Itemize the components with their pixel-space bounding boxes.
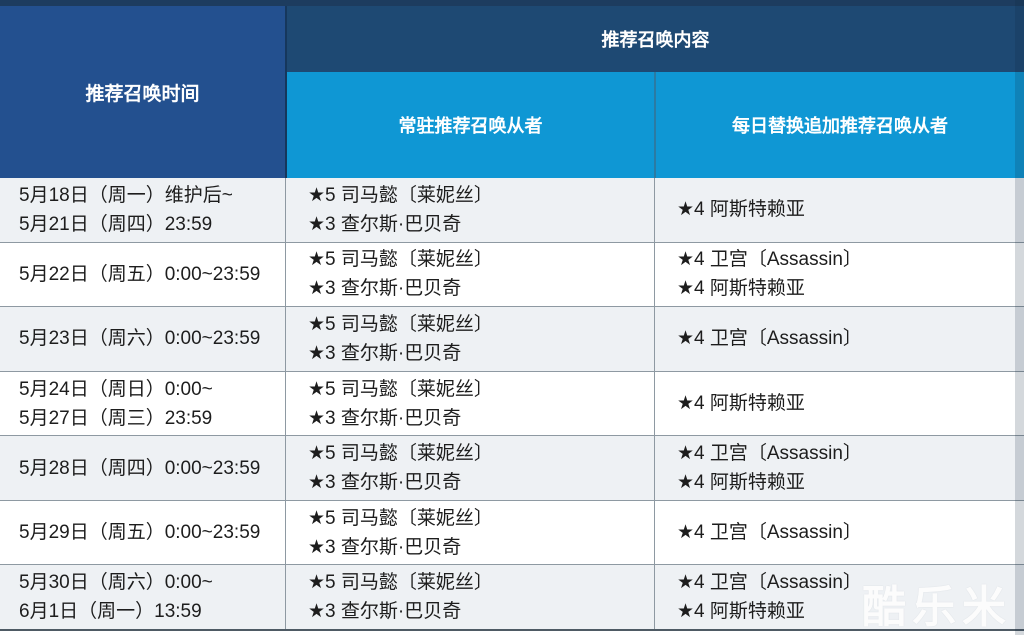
daily-servants-cell: ★4 阿斯特赖亚 xyxy=(654,178,1024,242)
cell-text-line: ★5 司马懿〔莱妮丝〕 xyxy=(308,507,493,529)
cell-text-line: 5月24日（周日）0:00~ xyxy=(19,378,213,400)
time-cell: 5月29日（周五）0:00~23:59 xyxy=(0,501,285,565)
table-row: 5月18日（周一）维护后~ 5月21日（周四）23:59 ★5 司马懿〔莱妮丝〕 ★… xyxy=(0,178,1024,243)
time-cell: 5月23日（周六）0:00~23:59 xyxy=(0,307,285,371)
table-row: 5月29日（周五）0:00~23:59 ★5 司马懿〔莱妮丝〕 ★3 查尔斯·巴贝… xyxy=(0,500,1024,566)
table-body: 5月18日（周一）维护后~ 5月21日（周四）23:59 ★5 司马懿〔莱妮丝〕 ★… xyxy=(0,178,1024,632)
header-content-group: 推荐召唤内容 常驻推荐召唤从者 每日替换追加推荐召唤从者 xyxy=(285,6,1024,178)
header-daily-label: 每日替换追加推荐召唤从者 xyxy=(732,116,948,136)
cell-text-line: ★5 司马懿〔莱妮丝〕 xyxy=(308,313,493,335)
permanent-servants-cell: ★5 司马懿〔莱妮丝〕 ★3 查尔斯·巴贝奇 xyxy=(285,500,654,565)
cell-text-line: 5月18日（周一）维护后~ xyxy=(19,184,233,206)
table-header: 推荐召唤时间 推荐召唤内容 常驻推荐召唤从者 每日替换追加推荐召唤从者 xyxy=(0,6,1024,178)
cell-text-line: ★5 司马懿〔莱妮丝〕 xyxy=(308,249,493,271)
daily-servants-cell: ★4 卫宫〔Assassin〕 xyxy=(654,307,1024,371)
cell-text-line: 5月28日（周四）0:00~23:59 xyxy=(19,457,261,479)
cell-text-line: ★5 司马懿〔莱妮丝〕 xyxy=(308,572,493,594)
header-time-column: 推荐召唤时间 xyxy=(0,6,285,178)
table-row: 5月23日（周六）0:00~23:59 ★5 司马懿〔莱妮丝〕 ★3 查尔斯·巴贝… xyxy=(0,307,1024,372)
cell-text-line: ★3 查尔斯·巴贝奇 xyxy=(308,342,462,364)
daily-servants-cell: ★4 阿斯特赖亚 xyxy=(654,371,1024,436)
header-sub-row: 常驻推荐召唤从者 每日替换追加推荐召唤从者 xyxy=(287,72,1024,178)
cell-text-line: 5月29日（周五）0:00~23:59 xyxy=(19,522,261,544)
header-content-label: 推荐召唤内容 xyxy=(601,30,710,50)
permanent-servants-cell: ★5 司马懿〔莱妮丝〕 ★3 查尔斯·巴贝奇 xyxy=(285,178,654,242)
cell-text-line: 5月22日（周五）0:00~23:59 xyxy=(19,263,261,285)
daily-servants-cell: ★4 卫宫〔Assassin〕 ★4 阿斯特赖亚 xyxy=(654,436,1024,500)
cell-text-line: ★5 司马懿〔莱妮丝〕 xyxy=(308,184,493,206)
time-cell: 5月22日（周五）0:00~23:59 xyxy=(0,243,285,307)
cell-text-line: ★4 卫宫〔Assassin〕 xyxy=(677,522,862,544)
cell-text-line: 5月21日（周四）23:59 xyxy=(19,213,213,235)
cell-text-line: ★3 查尔斯·巴贝奇 xyxy=(308,536,462,558)
cell-text-line: ★4 阿斯特赖亚 xyxy=(677,199,805,221)
header-permanent-column: 常驻推荐召唤从者 xyxy=(287,72,654,178)
header-time-label: 推荐召唤时间 xyxy=(85,83,200,105)
cell-text-line: ★5 司马懿〔莱妮丝〕 xyxy=(308,443,493,465)
time-cell: 5月18日（周一）维护后~ 5月21日（周四）23:59 xyxy=(0,178,285,242)
header-content-band: 推荐召唤内容 xyxy=(287,6,1024,72)
cell-text-line: ★3 查尔斯·巴贝奇 xyxy=(308,601,462,623)
permanent-servants-cell: ★5 司马懿〔莱妮丝〕 ★3 查尔斯·巴贝奇 xyxy=(285,242,654,307)
permanent-servants-cell: ★5 司马懿〔莱妮丝〕 ★3 查尔斯·巴贝奇 xyxy=(285,371,654,436)
top-border-strip xyxy=(0,0,1024,6)
time-cell: 5月28日（周四）0:00~23:59 xyxy=(0,436,285,500)
cell-text-line: ★4 阿斯特赖亚 xyxy=(677,601,805,623)
cell-text-line: 5月30日（周六）0:00~ xyxy=(19,572,213,594)
permanent-servants-cell: ★5 司马懿〔莱妮丝〕 ★3 查尔斯·巴贝奇 xyxy=(285,436,654,500)
time-cell: 5月24日（周日）0:00~ 5月27日（周三）23:59 xyxy=(0,372,285,436)
cell-text-line: ★4 阿斯特赖亚 xyxy=(677,393,805,415)
permanent-servants-cell: ★5 司马懿〔莱妮丝〕 ★3 查尔斯·巴贝奇 xyxy=(285,307,654,371)
cell-text-line: 5月27日（周三）23:59 xyxy=(19,407,213,429)
cell-text-line: ★4 卫宫〔Assassin〕 xyxy=(677,249,862,271)
cell-text-line: ★5 司马懿〔莱妮丝〕 xyxy=(308,378,493,400)
daily-servants-cell: ★4 卫宫〔Assassin〕 xyxy=(654,500,1024,565)
cell-text-line: ★3 查尔斯·巴贝奇 xyxy=(308,213,462,235)
cell-text-line: ★3 查尔斯·巴贝奇 xyxy=(308,472,462,494)
table-row: 5月22日（周五）0:00~23:59 ★5 司马懿〔莱妮丝〕 ★3 查尔斯·巴贝… xyxy=(0,242,1024,308)
cell-text-line: ★4 卫宫〔Assassin〕 xyxy=(677,572,862,594)
daily-servants-cell: ★4 卫宫〔Assassin〕 ★4 阿斯特赖亚 xyxy=(654,565,1024,630)
time-cell: 5月30日（周六）0:00~ 6月1日（周一）13:59 xyxy=(0,565,285,629)
daily-servants-cell: ★4 卫宫〔Assassin〕 ★4 阿斯特赖亚 xyxy=(654,242,1024,307)
cell-text-line: ★3 查尔斯·巴贝奇 xyxy=(308,278,462,300)
cell-text-line: ★4 阿斯特赖亚 xyxy=(677,278,805,300)
permanent-servants-cell: ★5 司马懿〔莱妮丝〕 ★3 查尔斯·巴贝奇 xyxy=(285,565,654,630)
header-permanent-label: 常驻推荐召唤从者 xyxy=(398,116,543,136)
cell-text-line: ★4 卫宫〔Assassin〕 xyxy=(677,328,862,350)
cell-text-line: 6月1日（周一）13:59 xyxy=(19,601,202,623)
header-daily-column: 每日替换追加推荐召唤从者 xyxy=(654,72,1024,178)
cell-text-line: 5月23日（周六）0:00~23:59 xyxy=(19,328,261,350)
table-row: 5月28日（周四）0:00~23:59 ★5 司马懿〔莱妮丝〕 ★3 查尔斯·巴贝… xyxy=(0,436,1024,501)
table-row: 5月24日（周日）0:00~ 5月27日（周三）23:59 ★5 司马懿〔莱妮丝〕… xyxy=(0,371,1024,437)
cell-text-line: ★4 卫宫〔Assassin〕 xyxy=(677,443,862,465)
cell-text-line: ★3 查尔斯·巴贝奇 xyxy=(308,407,462,429)
table-row: 5月30日（周六）0:00~ 6月1日（周一）13:59 ★5 司马懿〔莱妮丝〕 ★… xyxy=(0,565,1024,632)
cell-text-line: ★4 阿斯特赖亚 xyxy=(677,472,805,494)
